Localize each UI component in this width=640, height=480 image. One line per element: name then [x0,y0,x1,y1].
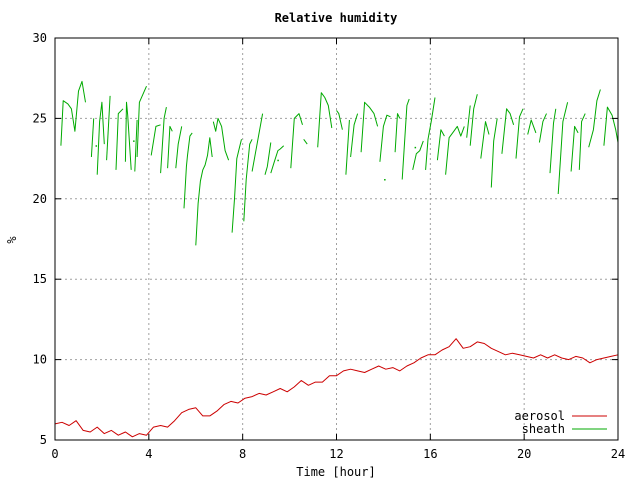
series-segment-sheath [350,113,359,158]
x-tick-label: 0 [51,447,58,461]
series-segment-sheath [60,80,86,146]
series-segment-sheath [480,121,490,159]
x-tick-label: 20 [517,447,531,461]
grid [55,38,618,440]
series-point-sheath [384,179,386,181]
series-sheath [60,80,619,246]
series-segment-sheath [290,113,303,169]
series-segment-sheath [124,101,132,170]
y-tick-label: 10 [33,353,47,367]
x-tick-label: 8 [239,447,246,461]
y-tick-label: 15 [33,272,47,286]
series-segment-sheath [96,101,105,175]
x-tick-label: 12 [329,447,343,461]
series-segment-sheath [90,118,95,158]
series-segment-sheath [150,124,161,156]
series-segment-sheath [183,132,193,209]
series-segment-sheath [603,106,619,146]
series-segment-sheath [264,142,272,175]
series-segment-sheath [303,139,308,145]
series-aerosol [54,338,619,438]
series-segment-sheath [345,119,350,175]
series-line-aerosol [54,338,619,438]
series-segment-sheath [212,117,230,161]
series-segment-sheath [538,113,547,143]
y-tick-label: 5 [40,433,47,447]
series-segment-sheath [466,105,471,138]
series-segment-sheath [336,110,343,130]
y-tick-label: 25 [33,111,47,125]
series-segment-sheath [490,118,498,188]
series-segment-sheath [515,108,524,159]
series-segment-sheath [549,108,557,174]
series-segment-sheath [588,89,601,148]
series-segment-sheath [317,92,333,148]
series-segment-sheath [175,126,183,169]
series-segment-sheath [160,107,167,174]
series-segment-sheath [570,125,579,172]
series-segment-sheath [251,113,264,172]
legend-label-aerosol: aerosol [514,409,565,423]
series-segment-sheath [231,139,242,233]
series-segment-sheath [412,140,424,171]
series-segment-sheath [527,119,537,135]
series-segment-sheath [394,113,401,153]
series-segment-sheath [167,125,173,169]
series-layer [54,80,619,438]
series-segment-sheath [501,108,515,154]
ticks: 0 4 8 12 16 20 24 5 10 15 20 25 30 [33,31,626,461]
series-segment-sheath [106,95,111,161]
x-tick-label: 4 [145,447,152,461]
series-segment-sheath [436,129,445,161]
series-point-sheath [133,140,135,142]
series-point-sheath [277,159,279,162]
x-axis-label: Time [hour] [296,465,375,479]
series-point-sheath [414,146,417,149]
x-tick-label: 24 [611,447,625,461]
chart-title: Relative humidity [275,11,398,25]
series-segment-sheath [379,114,391,162]
series-segment-sheath [469,94,478,146]
series-segment-sheath [134,119,138,172]
series-segment-sheath [360,101,379,153]
y-tick-label: 30 [33,31,47,45]
y-tick-label: 20 [33,192,47,206]
series-segment-sheath [136,85,147,158]
series-segment-sheath [401,98,410,180]
legend: aerosol sheath [514,409,607,436]
legend-label-sheath: sheath [522,422,565,436]
series-segment-sheath [425,97,436,170]
series-segment-sheath [195,137,213,246]
series-segment-sheath [243,139,253,222]
series-point-sheath [95,145,98,147]
series-segment-sheath [115,108,124,170]
series-segment-sheath [557,102,569,195]
series-segment-sheath [445,125,465,175]
x-tick-label: 16 [423,447,437,461]
series-segment-sheath [270,145,285,174]
y-axis-label: % [5,236,19,244]
series-segment-sheath [578,113,586,170]
